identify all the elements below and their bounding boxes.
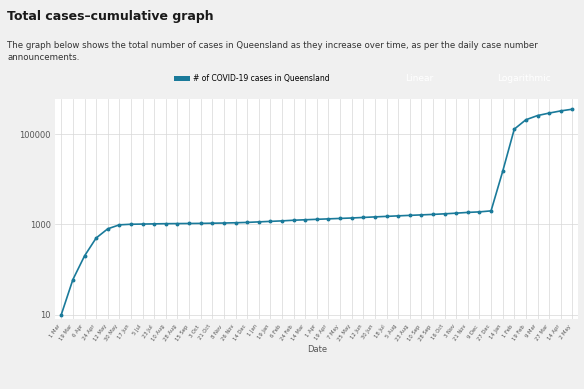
Text: Logarithmic: Logarithmic — [497, 74, 551, 83]
Text: Total cases–cumulative graph: Total cases–cumulative graph — [7, 10, 214, 23]
Text: The graph below shows the total number of cases in Queensland as they increase o: The graph below shows the total number o… — [7, 41, 538, 61]
Legend: # of COVID-19 cases in Queensland: # of COVID-19 cases in Queensland — [174, 74, 330, 84]
Text: Linear: Linear — [405, 74, 433, 83]
X-axis label: Date: Date — [307, 345, 327, 354]
